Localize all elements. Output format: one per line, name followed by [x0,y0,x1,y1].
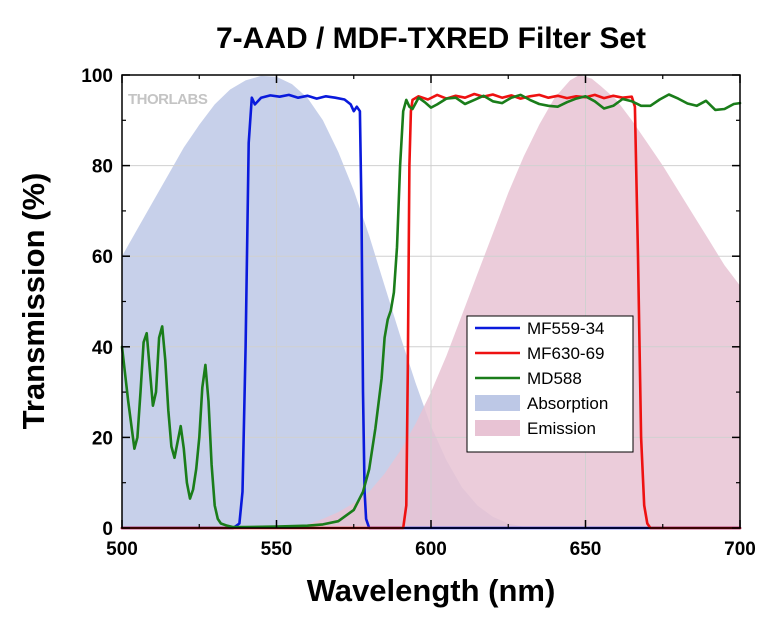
x-tick-label: 650 [570,539,602,560]
chart-title: 7-AAD / MDF-TXRED Filter Set [216,22,646,55]
legend-label-emission: Emission [527,419,596,438]
legend-label-mf630-69: MF630-69 [527,344,604,363]
legend-label-md588: MD588 [527,369,582,388]
series-line-md588 [120,93,742,529]
axis-ticks: 500 550 600 650 700 0 20 40 60 80 100 [81,66,756,560]
series-line-mf559-34 [120,93,742,530]
y-tick-label: 100 [81,66,113,87]
x-tick-label: 500 [106,539,138,560]
x-tick-label: 550 [261,539,293,560]
y-tick-label: 0 [102,519,113,540]
legend-label-mf559-34: MF559-34 [527,319,604,338]
y-tick-label: 80 [92,157,113,178]
legend: MF559-34 MF630-69 MD588 Absorption Emission [466,315,634,453]
y-tick-label: 60 [92,247,113,268]
legend-swatch-absorption [475,395,520,411]
x-tick-label: 600 [415,539,447,560]
y-tick-label: 40 [92,338,113,359]
line-layer [120,92,742,530]
x-axis-title: Wavelength (nm) [307,573,556,608]
y-axis-title: Transmission (%) [16,173,51,430]
x-tick-label: 700 [724,539,756,560]
y-tick-label: 20 [92,428,113,449]
legend-swatch-emission [475,420,520,436]
thorlabs-logo: THORLABS [128,91,208,108]
legend-label-absorption: Absorption [527,394,608,413]
